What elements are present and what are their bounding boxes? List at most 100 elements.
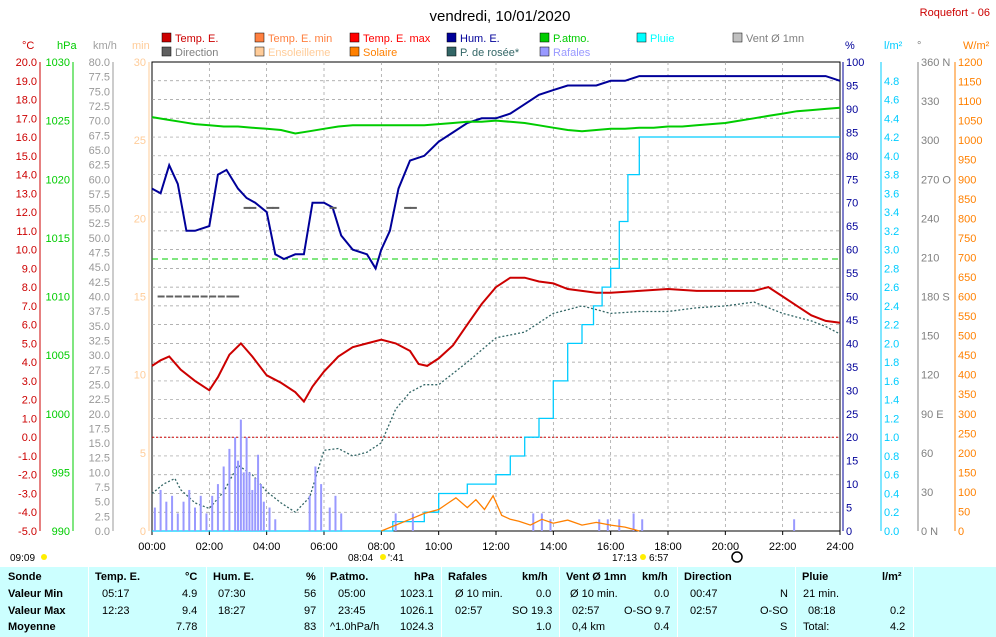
solar-tick: 1100 bbox=[958, 96, 982, 108]
humidity-tick: 5 bbox=[846, 503, 852, 515]
temp-tick: -3.0 bbox=[18, 488, 37, 500]
row-max-hum-time: 18:27 bbox=[218, 605, 246, 617]
sunrise-icon bbox=[380, 554, 386, 560]
solar-tick: 400 bbox=[958, 370, 976, 382]
moon-icon bbox=[731, 551, 743, 563]
rain-tick: 2.4 bbox=[884, 301, 899, 313]
row-max-dir-val: O-SO bbox=[760, 605, 789, 617]
series-direction-point bbox=[329, 206, 337, 209]
row-avg-raf-val: 1.0 bbox=[536, 621, 552, 633]
humidity-tick: 30 bbox=[846, 385, 858, 397]
header-temp-unit: °C bbox=[185, 571, 198, 583]
row-min-vent-time: Ø 10 min. bbox=[570, 588, 618, 600]
solar-tick: 200 bbox=[958, 448, 976, 460]
wind-tick: 55.0 bbox=[89, 204, 110, 216]
solar-tick: 350 bbox=[958, 389, 976, 401]
wind-tick: 2.5 bbox=[95, 511, 110, 523]
x-tick-label: 10:00 bbox=[425, 541, 453, 553]
wind-tick: 80.0 bbox=[89, 57, 110, 69]
row-min-pluie-a: 21 min. bbox=[803, 588, 840, 600]
wind-tick: 52.5 bbox=[89, 218, 110, 230]
sunset-time: 17:13 bbox=[612, 553, 637, 564]
humidity-tick: 80 bbox=[846, 151, 858, 163]
wind-tick: 40.0 bbox=[89, 292, 110, 304]
header-patmo: P.atmo. bbox=[330, 571, 369, 583]
wind-tick: 67.5 bbox=[89, 130, 110, 142]
temp-tick: 20.0 bbox=[16, 57, 37, 69]
wind-tick: 42.5 bbox=[89, 277, 110, 289]
humidity-tick: 15 bbox=[846, 456, 858, 468]
series-hum-e--line bbox=[151, 75, 841, 271]
direction-tick: 300 bbox=[921, 135, 939, 147]
row-avg-label: Moyenne bbox=[8, 621, 56, 633]
solar-tick: 50 bbox=[958, 506, 970, 518]
rain-tick: 4.6 bbox=[884, 95, 899, 107]
direction-tick: 0 N bbox=[921, 526, 938, 538]
temp-tick: 18.0 bbox=[16, 95, 37, 107]
temp-tick: 0.0 bbox=[22, 432, 37, 444]
series-direction-point bbox=[243, 206, 251, 209]
wind-tick: 72.5 bbox=[89, 101, 110, 113]
rain-tick: 0.6 bbox=[884, 470, 899, 482]
axis-unit: min bbox=[132, 40, 150, 52]
wind-tick: 75.0 bbox=[89, 86, 110, 98]
row-min-label: Valeur Min bbox=[8, 588, 64, 600]
rain-tick: 4.8 bbox=[884, 76, 899, 88]
pressure-tick: 1020 bbox=[46, 174, 70, 186]
row-max-temp-val: 9.4 bbox=[182, 605, 198, 617]
temp-tick: 7.0 bbox=[22, 301, 37, 313]
header-rafales-unit: km/h bbox=[522, 571, 548, 583]
legend-swatch bbox=[161, 32, 172, 43]
rain-tick: 4.2 bbox=[884, 132, 899, 144]
temp-tick: 1.0 bbox=[22, 413, 37, 425]
header-rafales: Rafales bbox=[448, 571, 488, 583]
solar-tick: 500 bbox=[958, 331, 976, 343]
header-pluie: Pluie bbox=[802, 571, 829, 583]
rain-tick: 4.4 bbox=[884, 113, 899, 125]
row-max-hum-val: 97 bbox=[304, 605, 317, 617]
humidity-tick: 70 bbox=[846, 198, 858, 210]
row-min-temp-time: 05:17 bbox=[102, 588, 130, 600]
sunrise-time: 08:04 bbox=[348, 553, 373, 564]
row-max-pluie-b: 0.2 bbox=[890, 605, 906, 617]
temp-tick: 3.0 bbox=[22, 376, 37, 388]
temp-tick: 16.0 bbox=[16, 132, 37, 144]
pressure-tick: 1015 bbox=[46, 233, 70, 245]
temp-tick: -4.0 bbox=[18, 507, 37, 519]
legend-label: P.atmo. bbox=[553, 33, 590, 45]
wind-tick: 17.5 bbox=[89, 423, 110, 435]
x-tick-label: 16:00 bbox=[597, 541, 625, 553]
solar-tick: 550 bbox=[958, 311, 976, 323]
temp-tick: 5.0 bbox=[22, 338, 37, 350]
humidity-tick: 65 bbox=[846, 221, 858, 233]
legend-swatch bbox=[539, 32, 550, 43]
pressure-tick: 1005 bbox=[46, 350, 70, 362]
legend-label: Temp. E. bbox=[175, 33, 218, 45]
row-min-raf-time: Ø 10 min. bbox=[455, 588, 503, 600]
header-hum-unit: % bbox=[306, 571, 316, 583]
header-direction: Direction bbox=[684, 571, 732, 583]
row-avg-pluie-a: Total: bbox=[803, 621, 830, 633]
row-min-dir-val: N bbox=[780, 588, 788, 600]
series-direction-point bbox=[249, 206, 257, 209]
humidity-tick: 75 bbox=[846, 174, 858, 186]
row-avg-hum-val: 83 bbox=[304, 621, 317, 633]
sun-tick: 30 bbox=[134, 57, 146, 69]
legend-swatch bbox=[349, 46, 360, 57]
temp-tick: 17.0 bbox=[16, 113, 37, 125]
sun-icon bbox=[41, 554, 47, 560]
direction-tick: 330 bbox=[921, 96, 939, 108]
solar-tick: 300 bbox=[958, 409, 976, 421]
row-max-p-time: 23:45 bbox=[338, 605, 366, 617]
legend-label: Ensoleilleme bbox=[268, 47, 330, 59]
row-max-vent-time: 02:57 bbox=[572, 605, 600, 617]
rain-tick: 0.4 bbox=[884, 488, 899, 500]
wind-tick: 47.5 bbox=[89, 248, 110, 260]
axis-unit: W/m² bbox=[963, 40, 990, 52]
rain-tick: 2.6 bbox=[884, 282, 899, 294]
series-direction-point bbox=[192, 295, 199, 298]
sun-tick: 20 bbox=[134, 213, 146, 225]
temp-tick: 12.0 bbox=[16, 207, 37, 219]
humidity-tick: 20 bbox=[846, 432, 858, 444]
pressure-tick: 990 bbox=[52, 526, 70, 538]
